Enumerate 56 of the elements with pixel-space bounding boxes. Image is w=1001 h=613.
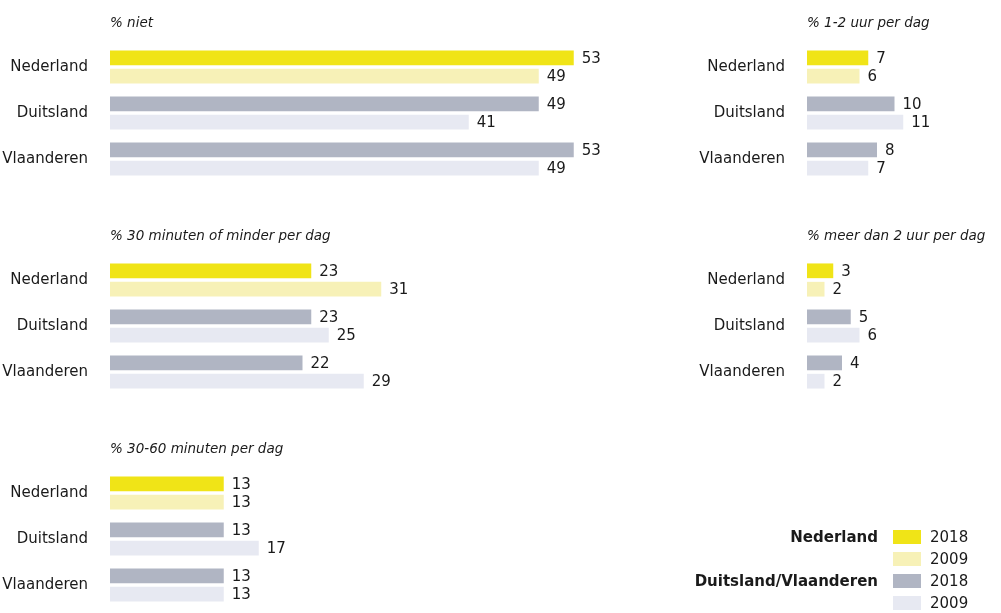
data-label: 13 (231, 493, 251, 512)
data-label: 10 (902, 94, 922, 113)
data-label: 4 (850, 353, 860, 372)
data-label: 5 (858, 307, 869, 326)
data-label: 13 (231, 585, 251, 604)
text: Nederland (790, 528, 878, 546)
data-label: 53 (581, 140, 601, 159)
y-tick-label: Duitsland (713, 102, 785, 121)
data-label: 7 (876, 48, 886, 67)
y-tick-label: Vlaanderen (2, 574, 88, 593)
text: 2018 (930, 572, 969, 590)
data-label: 7 (876, 159, 886, 178)
text: % meer dan 2 uur per dag (807, 226, 986, 243)
data-label: 6 (867, 326, 878, 345)
y-tick-label: Duitsland (713, 315, 785, 334)
data-label: 49 (546, 67, 566, 86)
data-label: 17 (266, 539, 286, 558)
data-label: 22 (310, 353, 330, 372)
y-tick-label: Vlaanderen (2, 361, 88, 380)
chart-title: % 30 minuten of minder per dag (110, 226, 332, 243)
data-label: 53 (581, 48, 601, 67)
text: Duitsland/Vlaanderen (694, 572, 878, 590)
data-label: 3 (841, 261, 851, 280)
chart-title: % 1-2 uur per dag (807, 13, 930, 30)
text: 2009 (930, 594, 969, 612)
y-tick-label: Vlaanderen (699, 361, 785, 380)
data-label: 2 (832, 372, 843, 391)
y-tick-label: Duitsland (16, 315, 88, 334)
data-label: 49 (546, 159, 566, 178)
y-tick-label: Duitsland (16, 528, 88, 547)
chart-title: % niet (110, 13, 154, 30)
data-label: 13 (231, 520, 251, 539)
data-label: 41 (476, 113, 496, 132)
y-tick-label: Nederland (707, 56, 785, 75)
data-label: 23 (319, 307, 339, 326)
legend-label: 2018 (930, 528, 969, 546)
y-tick-label: Vlaanderen (2, 148, 88, 167)
y-tick-label: Nederland (10, 269, 88, 288)
data-label: 2 (832, 280, 843, 299)
chart-title: % 30-60 minuten per dag (110, 439, 284, 456)
data-label: 6 (867, 67, 878, 86)
data-label: 11 (911, 113, 931, 132)
y-tick-label: Duitsland (16, 102, 88, 121)
data-label: 25 (336, 326, 356, 345)
y-tick-label: Nederland (10, 482, 88, 501)
data-label: 49 (546, 94, 566, 113)
data-label: 23 (319, 261, 339, 280)
data-label: 31 (389, 280, 409, 299)
data-label: 8 (885, 140, 895, 159)
legend-label: 2009 (930, 550, 969, 568)
y-tick-label: Nederland (707, 269, 785, 288)
data-label: 13 (231, 474, 251, 493)
data-label: 13 (231, 566, 251, 585)
y-tick-label: Vlaanderen (699, 148, 785, 167)
y-tick-label: Nederland (10, 56, 88, 75)
data-label: 29 (371, 372, 391, 391)
